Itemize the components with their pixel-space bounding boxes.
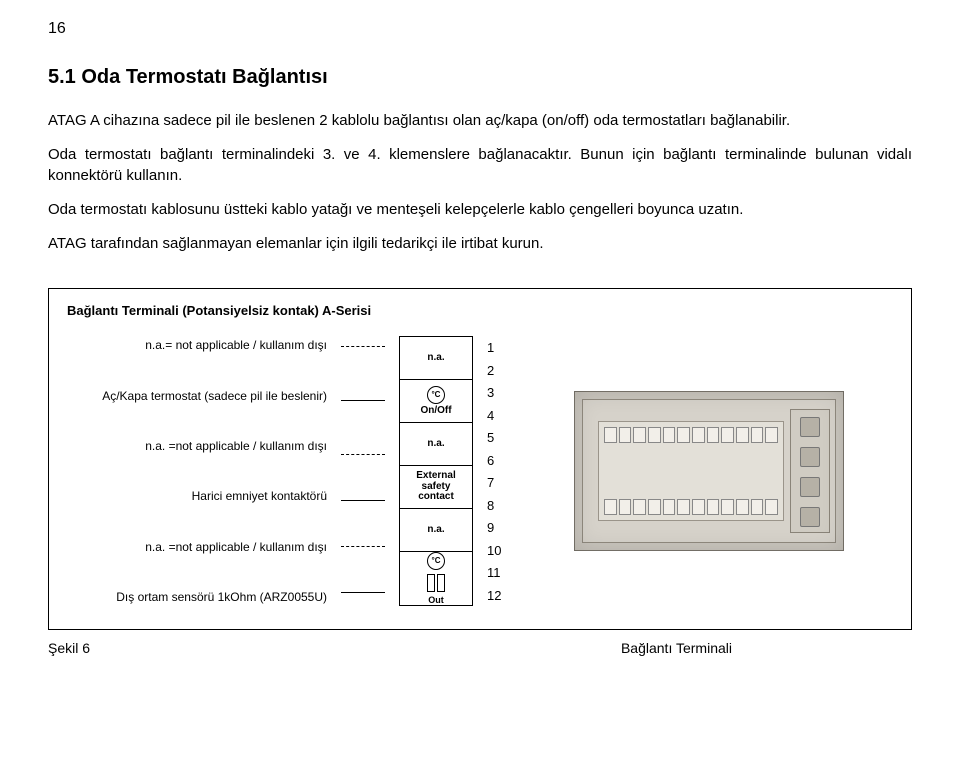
numbers-column: 1 2 3 4 5 6 7 8 9 10 11 12 — [487, 336, 511, 606]
terminal-out: °C Out — [400, 552, 472, 605]
resistor-icon — [427, 571, 445, 595]
figure-number: Şekil 6 — [48, 640, 90, 656]
num-10: 10 — [487, 539, 511, 562]
degc-out-icon: °C — [427, 552, 445, 570]
photo-column — [525, 336, 893, 606]
out-text: Out — [428, 596, 444, 605]
num-1: 1 — [487, 336, 511, 359]
page-number: 16 — [48, 20, 912, 38]
num-12: 12 — [487, 584, 511, 607]
footer: Şekil 6 Bağlantı Terminali — [48, 640, 912, 656]
wire-4 — [341, 500, 385, 501]
wire-2 — [341, 400, 385, 401]
terminal-na-910: n.a. — [400, 509, 472, 552]
wire-3 — [341, 454, 385, 455]
diagram-container: Bağlantı Terminali (Potansiyelsiz kontak… — [48, 288, 912, 630]
paragraph-1: ATAG A cihazına sadece pil ile beslenen … — [48, 111, 912, 131]
num-7: 7 — [487, 471, 511, 494]
label-thermostat: Aç/Kapa termostat (sadece pil ile beslen… — [67, 389, 327, 403]
num-2: 2 — [487, 359, 511, 382]
label-external-safety: Harici emniyet kontaktörü — [67, 489, 327, 503]
paragraph-2: Oda termostatı bağlantı terminalindeki 3… — [48, 145, 912, 186]
terminal-external: External safety contact — [400, 466, 472, 509]
label-na-3: n.a. =not applicable / kullanım dışı — [67, 540, 327, 554]
diagram-body: n.a.= not applicable / kullanım dışı Aç/… — [67, 336, 893, 606]
num-5: 5 — [487, 426, 511, 449]
num-4: 4 — [487, 404, 511, 427]
wire-6 — [341, 592, 385, 593]
wire-5 — [341, 546, 385, 547]
label-outdoor-sensor: Dış ortam sensörü 1kOhm (ARZ0055U) — [67, 590, 327, 604]
labels-column: n.a.= not applicable / kullanım dışı Aç/… — [67, 336, 327, 606]
terminal-photo — [574, 391, 844, 551]
figure-caption: Bağlantı Terminali — [621, 640, 732, 656]
onoff-text: On/Off — [420, 406, 451, 417]
diagram-title: Bağlantı Terminali (Potansiyelsiz kontak… — [67, 303, 893, 318]
terminal-na-12: n.a. — [400, 337, 472, 380]
label-na-1: n.a.= not applicable / kullanım dışı — [67, 338, 327, 352]
num-9: 9 — [487, 516, 511, 539]
label-na-2: n.a. =not applicable / kullanım dışı — [67, 439, 327, 453]
terminal-na-56: n.a. — [400, 423, 472, 466]
section-title: 5.1 Oda Termostatı Bağlantısı — [48, 66, 912, 89]
num-6: 6 — [487, 449, 511, 472]
num-8: 8 — [487, 494, 511, 517]
num-3: 3 — [487, 381, 511, 404]
paragraph-3: Oda termostatı kablosunu üstteki kablo y… — [48, 200, 912, 220]
terminal-onoff: °C On/Off — [400, 380, 472, 423]
wire-1 — [341, 346, 385, 347]
terminal-column: n.a. °C On/Off n.a. External safety cont… — [399, 336, 473, 606]
num-11: 11 — [487, 561, 511, 584]
degc-icon: °C — [427, 386, 445, 404]
wires-column — [341, 336, 385, 606]
paragraph-4: ATAG tarafından sağlanmayan elemanlar iç… — [48, 234, 912, 254]
